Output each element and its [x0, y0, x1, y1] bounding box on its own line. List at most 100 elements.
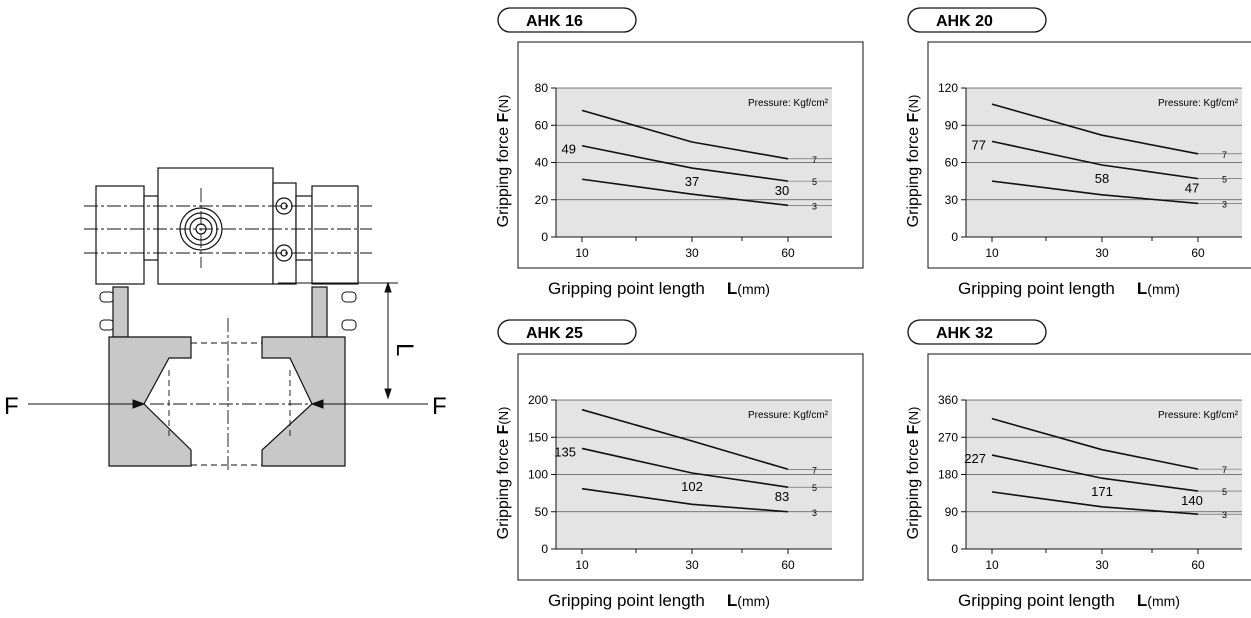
y-tick-label: 0 [951, 542, 958, 556]
x-tick-label: 10 [575, 558, 589, 572]
x-tick-label: 30 [685, 246, 699, 260]
chart-title: AHK 25 [526, 325, 583, 342]
chart-title-pill [497, 7, 637, 33]
data-label: 83 [775, 489, 789, 504]
x-axis-label: Gripping point length L(mm) [958, 279, 1180, 298]
pressure-note: Pressure: Kgf/cm² [748, 410, 829, 421]
y-tick-label: 90 [945, 505, 959, 519]
y-axis-label: Gripping force F(N) [495, 95, 512, 228]
y-tick-label: 180 [938, 468, 958, 482]
series-line-7 [991, 103, 1199, 155]
y-tick-label: 50 [535, 505, 549, 519]
data-label: 171 [1091, 484, 1113, 499]
chart-svg: AHK 20 0 30 60 90 120 10 30 60 Pressure: Kgf/cm² 7… [905, 7, 1251, 298]
chart-ahk25: AHK 25 0 50 100 150 200 10 30 60 Pressure: Kgf/cm… [486, 318, 866, 618]
series-line-3 [581, 178, 789, 207]
x-tick-label: 30 [1095, 246, 1109, 260]
x-tick-label: 10 [985, 246, 999, 260]
pressure-note: Pressure: Kgf/cm² [1158, 410, 1239, 421]
y-tick-label: 360 [938, 393, 958, 407]
data-label: 102 [681, 479, 703, 494]
series-line-7 [581, 109, 789, 160]
chart-title-pill [497, 319, 637, 345]
series-line-5 [581, 447, 789, 488]
x-axis-label: Gripping point length L(mm) [958, 591, 1180, 610]
chart-svg: AHK 32 0 90 180 270 360 10 30 60 Pressure: Kgf/cm… [905, 319, 1251, 610]
y-tick-label: 40 [535, 156, 549, 170]
data-label: 37 [685, 174, 699, 189]
data-label: 135 [554, 444, 576, 459]
chart-ahk32: AHK 32 0 90 180 270 360 10 30 60 Pressure: Kgf/cm… [896, 318, 1251, 618]
y-tick-label: 100 [528, 468, 548, 482]
x-tick-label: 10 [575, 246, 589, 260]
data-label: 227 [964, 451, 986, 466]
data-label: 49 [562, 142, 576, 157]
series-line-7 [581, 408, 789, 471]
y-tick-label: 0 [541, 230, 548, 244]
y-tick-label: 60 [535, 118, 549, 132]
series-label: 7 [812, 465, 817, 475]
x-tick-label: 10 [985, 558, 999, 572]
series-label: 5 [812, 177, 817, 187]
series-label: 3 [812, 201, 817, 211]
y-tick-label: 80 [535, 81, 549, 95]
y-tick-label: 60 [945, 156, 959, 170]
x-tick-label: 30 [1095, 558, 1109, 572]
y-axis-label: Gripping force F(N) [905, 95, 922, 228]
y-tick-label: 0 [541, 542, 548, 556]
data-label: 77 [972, 137, 986, 152]
y-tick-label: 30 [945, 193, 959, 207]
data-label: 58 [1095, 171, 1109, 186]
y-tick-label: 270 [938, 430, 958, 444]
pressure-note: Pressure: Kgf/cm² [1158, 98, 1239, 109]
y-tick-label: 120 [938, 81, 958, 95]
x-tick-label: 60 [1191, 246, 1205, 260]
chart-title-pill [907, 319, 1047, 345]
pressure-note: Pressure: Kgf/cm² [748, 98, 829, 109]
series-line-3 [991, 491, 1199, 516]
data-label: 30 [775, 183, 789, 198]
chart-ahk16: AHK 16 0 20 40 60 80 10 30 60 Pressure: Kgf/cm² 7 5… [486, 6, 866, 306]
x-axis-label: Gripping point length L(mm) [548, 591, 770, 610]
series-label: 7 [1222, 465, 1227, 475]
series-label: 3 [1222, 199, 1227, 209]
gripper-diagram: F F L [4, 167, 447, 470]
chart-ahk20: AHK 20 0 30 60 90 120 10 30 60 Pressure: Kgf/cm² 7… [896, 6, 1251, 306]
series-label: 3 [812, 508, 817, 518]
series-label: 5 [1222, 175, 1227, 185]
y-tick-label: 20 [535, 193, 549, 207]
chart-title: AHK 32 [936, 325, 993, 342]
y-axis-label: Gripping force F(N) [905, 407, 922, 540]
x-tick-label: 60 [781, 558, 795, 572]
x-tick-label: 60 [1191, 558, 1205, 572]
y-tick-label: 200 [528, 393, 548, 407]
series-line-5 [581, 144, 789, 182]
series-label: 7 [812, 155, 817, 165]
x-tick-label: 30 [685, 558, 699, 572]
force-label-right: F [432, 393, 447, 420]
series-label: 3 [1222, 510, 1227, 520]
y-axis-label: Gripping force F(N) [495, 407, 512, 540]
data-label: 140 [1181, 493, 1203, 508]
chart-svg: AHK 25 0 50 100 150 200 10 30 60 Pressure: Kgf/cm… [495, 319, 864, 610]
chart-title-pill [907, 7, 1047, 33]
series-label: 7 [1222, 150, 1227, 160]
y-tick-label: 90 [945, 118, 959, 132]
chart-title: AHK 20 [936, 13, 993, 30]
series-label: 5 [1222, 487, 1227, 497]
force-label-left: F [4, 393, 19, 420]
y-tick-label: 0 [951, 230, 958, 244]
x-axis-label: Gripping point length L(mm) [548, 279, 770, 298]
series-line-5 [991, 454, 1199, 492]
series-line-5 [991, 140, 1199, 180]
length-label: L [391, 343, 418, 356]
series-line-7 [991, 417, 1199, 470]
chart-title: AHK 16 [526, 13, 583, 30]
y-tick-label: 150 [528, 430, 548, 444]
series-label: 5 [812, 483, 817, 493]
chart-svg: AHK 16 0 20 40 60 80 10 30 60 Pressure: Kgf/cm² 7 5… [495, 7, 864, 298]
series-line-3 [991, 180, 1199, 205]
series-line-3 [581, 487, 789, 513]
x-tick-label: 60 [781, 246, 795, 260]
data-label: 47 [1185, 181, 1199, 196]
